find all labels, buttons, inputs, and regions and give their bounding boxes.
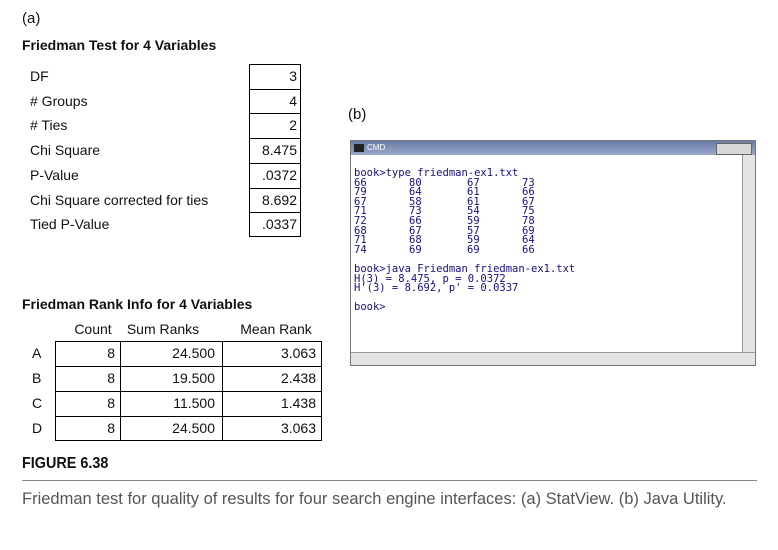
rank-title: Friedman Rank Info for 4 Variables [22, 296, 253, 312]
rank-cell: 8 [107, 420, 115, 436]
caption: Friedman test for quality of results for… [22, 490, 727, 508]
stat-value: 8.692 [261, 191, 297, 208]
stat-value: .0372 [261, 166, 297, 183]
column-header: Sum Ranks [126, 321, 200, 337]
row-label: D [32, 420, 43, 436]
console-line: 69 [522, 224, 535, 237]
row-divider [249, 88, 301, 90]
window-buttons[interactable] [716, 143, 752, 155]
rank-cell: 19.500 [172, 370, 215, 386]
console-line: book> [354, 301, 386, 314]
rank-cell: 8 [107, 395, 115, 411]
stat-label: Chi Square corrected for ties [30, 191, 209, 208]
column-header: Mean Rank [240, 321, 312, 337]
rank-cell: 3.063 [280, 420, 316, 436]
console-line: 66 [522, 243, 535, 256]
window-title: CMD [367, 143, 386, 152]
console-line: 61 [467, 195, 480, 208]
row-label: C [32, 395, 43, 411]
rank-cell: 3.063 [280, 345, 316, 361]
test-title: Friedman Test for 4 Variables [22, 37, 217, 53]
stat-value: 8.475 [261, 142, 297, 159]
stat-label: Chi Square [30, 142, 101, 159]
console-line: 73 [522, 176, 535, 189]
console-line: 71 [354, 205, 367, 218]
console-line: 59 [467, 234, 480, 247]
row-label: B [32, 370, 42, 386]
row-divider [249, 138, 301, 140]
row-label: A [32, 345, 42, 361]
console-line: book>type friedman-ex1.txt [354, 167, 519, 179]
stat-value: 2 [289, 117, 297, 134]
stat-label: # Ties [30, 117, 68, 134]
stat-label: Tied P-Value [30, 216, 110, 233]
console-line: 72 [354, 215, 367, 227]
rank-cell: 8 [107, 345, 115, 361]
console-line: 67 [354, 195, 367, 208]
console-line: 75 [522, 205, 535, 218]
row-divider [249, 187, 301, 189]
console-line: 80 [409, 176, 422, 189]
row-divider [249, 212, 301, 214]
scrollbar[interactable] [742, 155, 755, 353]
stat-label: P-Value [30, 166, 79, 183]
row-divider [55, 416, 322, 417]
figure-label: FIGURE 6.38 [22, 455, 109, 472]
console-line: 68 [354, 224, 367, 237]
console-line: 64 [522, 234, 535, 247]
console-line: 67 [409, 224, 422, 237]
console-line: 79 [354, 186, 367, 199]
panel-label: (a) [22, 10, 41, 27]
row-divider [55, 391, 322, 392]
stat-label: # Groups [30, 92, 88, 109]
console-line: 73 [409, 205, 422, 218]
console-line: 71 [354, 234, 367, 247]
rank-cell: 8 [107, 370, 115, 386]
rank-cell: 2.438 [280, 370, 316, 386]
row-divider [55, 366, 322, 367]
console-line: 67 [522, 195, 535, 208]
stat-label: DF [30, 68, 49, 84]
console-line: 66 [354, 176, 367, 189]
console-line: 67 [467, 176, 480, 189]
rank-cell: 1.438 [280, 395, 316, 411]
console-line: 66 [409, 215, 422, 227]
console-line: H'(3) = 8.692, p' = 0.0337 [354, 282, 519, 295]
title-bar: CMD [351, 141, 755, 155]
console-line: 69 [467, 243, 480, 256]
console-line: H(3) = 8.475, p = 0.0372 [354, 272, 506, 285]
column-header: Count [74, 321, 112, 337]
stat-value: 4 [289, 92, 297, 109]
stats-box [249, 64, 301, 237]
rule [22, 480, 757, 481]
rank-cell: 11.500 [173, 395, 215, 411]
console-line: 57 [467, 224, 480, 237]
console-line: 59 [467, 215, 480, 227]
row-divider [249, 113, 301, 115]
console-window: CMD book>type friedman-ex1.txt 66 80 67 73 79… [350, 140, 756, 366]
row-divider [249, 162, 301, 164]
window-icon [354, 144, 364, 152]
rank-cell: 24.500 [172, 420, 215, 436]
console-line: 54 [467, 205, 480, 218]
console-line: 68 [409, 234, 422, 247]
h-scrollbar[interactable] [351, 352, 755, 365]
panel-label: (b) [348, 106, 367, 123]
console-line: 64 [409, 186, 422, 199]
stat-value: .0337 [261, 216, 297, 233]
console-line: 58 [409, 195, 422, 208]
console-line: 61 [467, 186, 480, 199]
console-line: 78 [522, 215, 535, 227]
console-line: book>java Friedman friedman-ex1.txt [354, 263, 576, 275]
stat-value: 3 [289, 68, 297, 84]
rank-cell: 24.500 [172, 345, 215, 361]
console-line: 66 [522, 186, 535, 199]
console-line: 74 [354, 243, 367, 256]
console-line: 69 [409, 243, 422, 256]
